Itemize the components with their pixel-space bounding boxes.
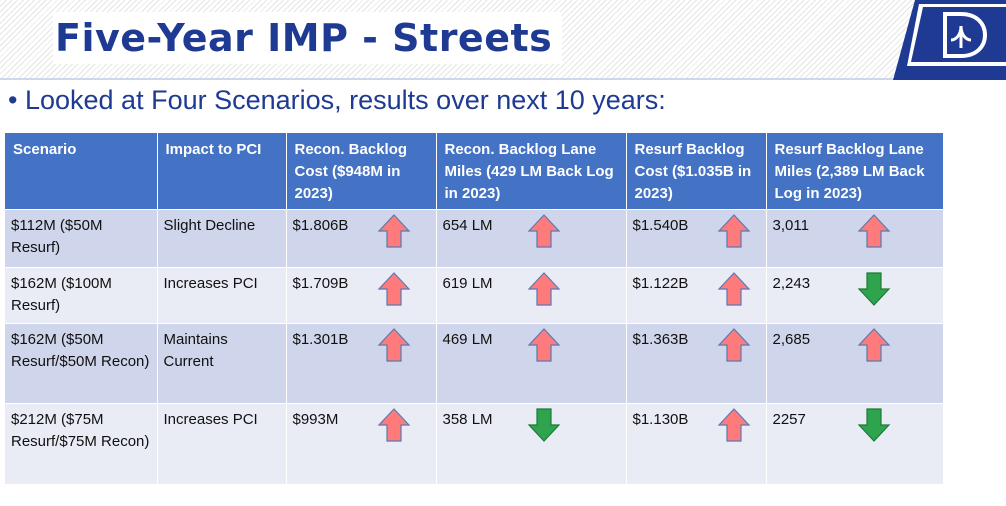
table-row: $162M ($50M Resurf/$50M Recon) Maintains… [5, 323, 944, 404]
resurf-cost-value: $1.363B [632, 331, 689, 348]
cell-impact: Maintains Current [157, 323, 287, 404]
recon-cost-value: $1.806B [292, 217, 349, 234]
page-title: Five-Year IMP - Streets [53, 12, 563, 64]
up-arrow-icon [377, 272, 410, 306]
cell-resurf-lane-miles: 3,011 [766, 209, 944, 268]
up-arrow-icon [527, 214, 560, 248]
down-arrow-icon [527, 408, 560, 442]
up-arrow-icon [717, 408, 750, 442]
cell-impact: Increases PCI [157, 403, 287, 484]
bullet-text: • Looked at Four Scenarios, results over… [8, 85, 666, 115]
header-recon-cost: Recon. Backlog Cost ($948M in 2023) [286, 133, 437, 210]
cell-recon-lane-miles: 654 LM [436, 209, 627, 268]
up-arrow-icon [857, 214, 890, 248]
resurf-lm-value: 2,243 [772, 275, 811, 292]
cell-recon-lane-miles: 469 LM [436, 323, 627, 404]
up-arrow-icon [377, 328, 410, 362]
recon-cost-value: $1.301B [292, 331, 349, 348]
cell-recon-cost: $1.806B [286, 209, 437, 268]
recon-cost-value: $1.709B [292, 275, 349, 292]
cell-resurf-cost: $1.540B [626, 209, 767, 268]
cell-scenario: $162M ($100M Resurf) [5, 267, 158, 324]
up-arrow-icon [717, 272, 750, 306]
cell-scenario: $112M ($50M Resurf) [5, 209, 158, 268]
up-arrow-icon [377, 408, 410, 442]
header-impact: Impact to PCI [157, 133, 287, 210]
down-arrow-icon [857, 408, 890, 442]
table-row: $112M ($50M Resurf) Slight Decline $1.80… [5, 209, 944, 268]
resurf-cost-value: $1.130B [632, 411, 689, 428]
resurf-cost-value: $1.540B [632, 217, 689, 234]
table-row: $212M ($75M Resurf/$75M Recon) Increases… [5, 403, 944, 484]
down-arrow-icon [857, 272, 890, 306]
up-arrow-icon [857, 328, 890, 362]
scenario-table: Scenario Impact to PCI Recon. Backlog Co… [5, 133, 944, 484]
cell-recon-cost: $993M [286, 403, 437, 484]
cell-impact: Increases PCI [157, 267, 287, 324]
recon-lm-value: 469 LM [442, 331, 493, 348]
cell-recon-lane-miles: 619 LM [436, 267, 627, 324]
cell-impact: Slight Decline [157, 209, 287, 268]
header-scenario: Scenario [5, 133, 158, 210]
resurf-lm-value: 3,011 [772, 217, 809, 234]
header-resurf-cost: Resurf Backlog Cost ($1.035B in 2023) [626, 133, 767, 210]
recon-lm-value: 654 LM [442, 217, 493, 234]
up-arrow-icon [527, 328, 560, 362]
bullet-text-content: Looked at Four Scenarios, results over n… [24, 85, 666, 115]
up-arrow-icon [377, 214, 410, 248]
cell-recon-cost: $1.709B [286, 267, 437, 324]
resurf-cost-value: $1.122B [632, 275, 689, 292]
header-divider [0, 78, 1006, 80]
table-row: $162M ($100M Resurf) Increases PCI $1.70… [5, 267, 944, 324]
cell-recon-cost: $1.301B [286, 323, 437, 404]
table-header-row: Scenario Impact to PCI Recon. Backlog Co… [5, 133, 944, 210]
header-resurf-lane-miles: Resurf Backlog Lane Miles (2,389 LM Back… [766, 133, 944, 210]
recon-lm-value: 619 LM [442, 275, 493, 292]
up-arrow-icon [717, 214, 750, 248]
resurf-lm-value: 2257 [772, 411, 806, 428]
recon-cost-value: $993M [292, 411, 339, 428]
cell-resurf-lane-miles: 2257 [766, 403, 944, 484]
up-arrow-icon [717, 328, 750, 362]
cell-resurf-lane-miles: 2,685 [766, 323, 944, 404]
cell-resurf-lane-miles: 2,243 [766, 267, 944, 324]
cell-resurf-cost: $1.122B [626, 267, 767, 324]
cell-scenario: $162M ($50M Resurf/$50M Recon) [5, 323, 158, 404]
cell-resurf-cost: $1.130B [626, 403, 767, 484]
resurf-lm-value: 2,685 [772, 331, 811, 348]
cell-scenario: $212M ($75M Resurf/$75M Recon) [5, 403, 158, 484]
cell-recon-lane-miles: 358 LM [436, 403, 627, 484]
up-arrow-icon [527, 272, 560, 306]
cell-resurf-cost: $1.363B [626, 323, 767, 404]
city-logo-icon [893, 0, 1006, 80]
recon-lm-value: 358 LM [442, 411, 493, 428]
header-recon-lane-miles: Recon. Backlog Lane Miles (429 LM Back L… [436, 133, 627, 210]
